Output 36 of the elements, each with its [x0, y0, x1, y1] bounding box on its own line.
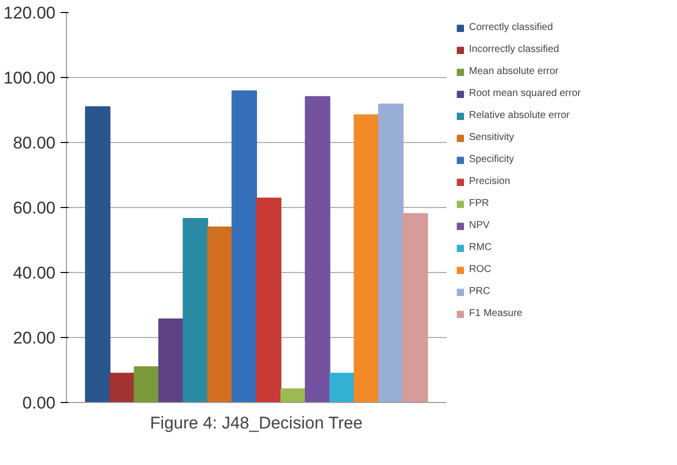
- legend-label: FPR: [469, 198, 489, 209]
- legend-label: PRC: [469, 286, 490, 297]
- bar: [85, 106, 110, 402]
- bar: [304, 96, 330, 402]
- y-tick-label: 60.00: [12, 198, 56, 218]
- y-tick-label: 40.00: [12, 264, 56, 282]
- bar: [109, 372, 135, 402]
- bar: [232, 90, 257, 402]
- x-axis-title: Figure 4: J48_Decision Tree: [150, 414, 363, 432]
- bar: [354, 114, 380, 402]
- legend-label: Relative absolute error: [469, 110, 570, 121]
- bar: [402, 213, 428, 402]
- y-tick-label: 0.00: [22, 394, 56, 412]
- legend-label: Precision: [469, 176, 510, 187]
- bar: [182, 218, 208, 402]
- bar: [134, 366, 160, 402]
- bar: [378, 104, 404, 402]
- y-tick-label: 120.00: [4, 4, 56, 22]
- bar: [207, 226, 233, 402]
- y-tick-label: 100.00: [4, 68, 56, 88]
- bar: [329, 372, 355, 402]
- legend-label: Mean absolute error: [469, 66, 558, 77]
- legend-label: RMC: [469, 242, 492, 253]
- bar: [256, 198, 282, 402]
- legend-label: Sensitivity: [469, 132, 514, 143]
- legend-label: ROC: [469, 264, 492, 275]
- y-tick-label: 20.00: [12, 328, 56, 348]
- y-tick-label: 80.00: [12, 134, 56, 152]
- legend-label: F1 Measure: [469, 308, 522, 319]
- legend-label: Specificity: [469, 154, 514, 165]
- legend-label: Correctly classified: [469, 22, 553, 33]
- legend-label: Root mean squared error: [469, 88, 581, 99]
- bar: [280, 388, 306, 402]
- bar: [158, 318, 184, 402]
- legend-label: NPV: [469, 220, 490, 231]
- legend-label: Incorrectly classified: [469, 44, 560, 55]
